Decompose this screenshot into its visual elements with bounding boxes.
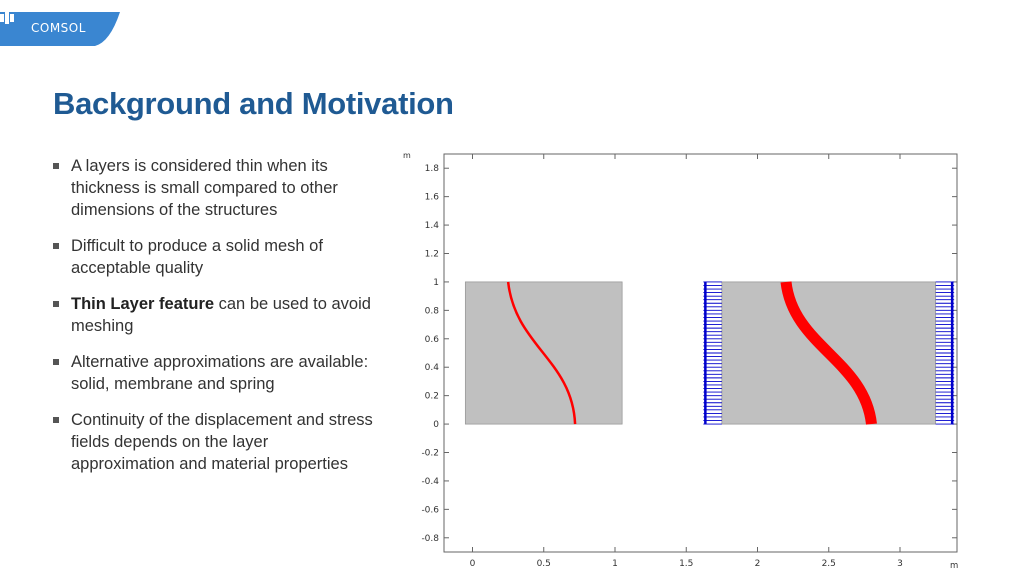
y-tick-label: 1.2 <box>425 250 439 260</box>
logo-text: COMSOL <box>31 21 86 35</box>
bullet-marker-icon <box>53 417 59 423</box>
page-title: Background and Motivation <box>53 86 454 121</box>
right-load-arrows <box>935 281 955 425</box>
bullet-marker-icon <box>53 243 59 249</box>
bullet-list: A layers is considered thin when its thi… <box>53 155 373 489</box>
bullet-text: can be used to avoid meshing <box>71 295 371 335</box>
bullet-item: Difficult to produce a solid mesh of acc… <box>53 235 373 279</box>
bullet-text: A layers is considered thin when its thi… <box>71 157 338 219</box>
x-unit-label: m <box>950 561 958 571</box>
bullet-item: Alternative approximations are available… <box>53 351 373 395</box>
y-tick-label: -0.2 <box>421 449 439 459</box>
bullet-text: Alternative approximations are available… <box>71 353 369 393</box>
y-unit-label: m <box>403 151 411 160</box>
geometry-plot: m m 0 0.5 1 1.5 2 2.5 3 1.8 1.6 1.4 1.2 1 0.8 0.6 0.4 0… <box>403 151 958 571</box>
x-tick-label: 1.5 <box>679 559 693 569</box>
comsol-logo: COMSOL <box>0 12 124 46</box>
y-tick-label: -0.8 <box>421 534 439 544</box>
comsol-logo-icon <box>0 12 14 24</box>
bullet-marker-icon <box>53 163 59 169</box>
x-tick-label: 2 <box>755 559 761 569</box>
x-tick-label: 2.5 <box>822 559 836 569</box>
y-tick-label: -0.4 <box>421 477 439 487</box>
y-tick-label: 0 <box>433 420 439 430</box>
x-tick-label: 1 <box>612 559 618 569</box>
y-tick-label: 0.8 <box>425 306 440 316</box>
y-tick-label: 0.2 <box>425 392 439 402</box>
x-tick-label: 0.5 <box>537 559 551 569</box>
y-tick-label: 0.4 <box>425 363 440 373</box>
bullet-bold-text: Thin Layer feature <box>71 295 215 313</box>
bullet-marker-icon <box>53 301 59 307</box>
x-tick-label: 0 <box>470 559 476 569</box>
bullet-item: Continuity of the displacement and stres… <box>53 409 373 475</box>
y-tick-label: 1 <box>433 278 439 288</box>
bullet-marker-icon <box>53 359 59 365</box>
y-tick-label: 1.4 <box>425 221 440 231</box>
bullet-item: A layers is considered thin when its thi… <box>53 155 373 221</box>
x-tick-label: 3 <box>897 559 903 569</box>
y-tick-label: 1.6 <box>425 193 440 203</box>
y-tick-label: 0.6 <box>425 335 440 345</box>
y-tick-label: 1.8 <box>425 164 440 174</box>
bullet-text: Difficult to produce a solid mesh of acc… <box>71 237 323 277</box>
right-solid-layer <box>780 281 877 425</box>
bullet-text: Continuity of the displacement and stres… <box>71 411 373 473</box>
bullet-item: Thin Layer feature can be used to avoid … <box>53 293 373 337</box>
left-thin-layer <box>506 281 577 425</box>
plot-frame <box>443 153 958 553</box>
left-load-arrows <box>703 281 722 425</box>
y-tick-label: -0.6 <box>421 505 439 515</box>
